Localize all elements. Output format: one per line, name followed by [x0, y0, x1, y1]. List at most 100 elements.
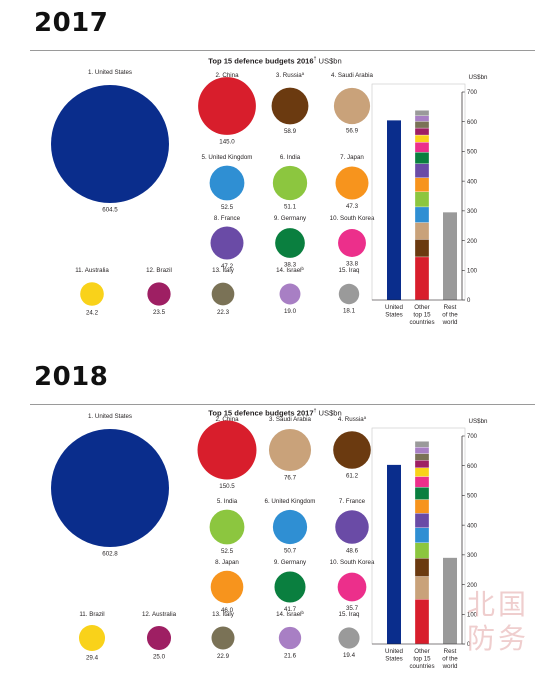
- country-label: 7. Japan: [340, 154, 364, 161]
- country-label-note: a: [302, 71, 305, 76]
- bar-segment-india: [414, 191, 430, 208]
- country-label: 15. Iraq: [339, 267, 361, 274]
- bar-y-tick-label: 700: [467, 90, 478, 96]
- bar-y-tick-label: 400: [467, 179, 478, 185]
- country-label: 6. India: [280, 154, 301, 161]
- country-label: 11. Australia: [75, 267, 109, 274]
- value-label: 602.8: [102, 551, 118, 558]
- country-label: 3. Saudi Arabia: [269, 416, 312, 423]
- value-label: 46.0: [221, 607, 234, 614]
- bar-category-label: United States: [385, 648, 403, 662]
- bar-category-label-line: top 15: [413, 311, 431, 318]
- country-bubble: [272, 509, 308, 545]
- bar-united-states: [387, 464, 401, 644]
- watermark-logo: 北国 防务: [466, 588, 529, 655]
- bar-segment-brazil: [414, 467, 430, 477]
- value-label: 52.5: [221, 204, 234, 211]
- bar-category-label: Rest of the world: [442, 304, 459, 326]
- bar-y-tick-label: 200: [467, 583, 478, 589]
- bar-segment-japan: [414, 177, 430, 192]
- bar-segment-china: [414, 256, 430, 301]
- value-label: 50.7: [284, 548, 297, 555]
- country-label: 2. China: [215, 72, 239, 79]
- bar-y-tick-label: 600: [467, 464, 478, 470]
- country-bubble: [197, 420, 257, 480]
- bar-segment-russia: [414, 558, 430, 577]
- country-label: 12. Australia: [142, 611, 177, 618]
- country-label: 6. United Kingdom: [265, 498, 316, 505]
- value-label: 61.2: [346, 472, 359, 479]
- country-bubble: [146, 625, 172, 651]
- value-label: 56.9: [346, 128, 359, 135]
- bar-category-label-line: of the: [442, 655, 458, 662]
- value-label: 33.8: [346, 260, 359, 267]
- value-label: 76.7: [284, 475, 297, 482]
- value-label: 58.9: [284, 128, 297, 135]
- country-bubble: [279, 283, 301, 305]
- country-label: 13. Italy: [212, 267, 235, 274]
- value-label: 47.3: [346, 203, 359, 210]
- bar-segment-saudi-arabia: [414, 222, 430, 240]
- bar-category-label-line: United: [385, 304, 403, 311]
- year-heading-2017: 2017: [34, 8, 109, 38]
- bar-category-label: Other top 15 countries: [409, 304, 434, 326]
- bar-segment-israel: [414, 115, 430, 122]
- country-bubble: [333, 431, 371, 469]
- country-label: 15. Iraq: [339, 611, 361, 618]
- value-label: 51.1: [284, 204, 297, 211]
- country-bubble: [198, 77, 256, 135]
- value-label: 38.3: [284, 261, 297, 268]
- bar-y-tick-label: 300: [467, 553, 478, 559]
- country-label: 1. United States: [88, 413, 132, 420]
- value-label: 24.2: [86, 309, 99, 316]
- bar-y-tick-label: 500: [467, 494, 478, 500]
- bar-axis-label: US$bn: [469, 418, 488, 425]
- bar-category-label-line: top 15: [413, 655, 431, 662]
- bar-segment-india: [414, 542, 430, 559]
- chart-title-text: Top 15 defence budgets 2017: [208, 408, 314, 418]
- country-bubble: [211, 626, 235, 650]
- bar-category-label-line: countries: [409, 663, 434, 670]
- bar-category-label-line: Other: [414, 304, 429, 311]
- bar-y-tick-label: 100: [467, 268, 478, 274]
- bar-segment-france: [414, 513, 430, 528]
- bar-segment-united-kingdom: [414, 527, 430, 543]
- value-label: 22.3: [217, 309, 230, 316]
- chart-title-unit: US$bn: [318, 408, 342, 418]
- country-label: 7. France: [339, 498, 366, 505]
- country-label: 11. Brazil: [79, 611, 104, 618]
- country-bubble: [210, 226, 244, 260]
- country-bubble: [338, 283, 360, 305]
- country-label: 4. Russiaa: [338, 415, 367, 423]
- value-label: 25.0: [153, 654, 166, 661]
- country-label: 10. South Korea: [330, 215, 375, 222]
- country-label: 3. Russiaa: [276, 71, 305, 79]
- bar-axis-label: US$bn: [469, 74, 488, 81]
- value-label: 604.5: [102, 207, 118, 214]
- country-bubble: [335, 510, 369, 544]
- bar-y-tick-label: 400: [467, 523, 478, 529]
- country-bubble: [78, 624, 106, 652]
- country-bubble: [338, 627, 360, 649]
- bar-segment-united-kingdom: [414, 206, 430, 223]
- bar-segment-israel: [414, 446, 430, 454]
- defence-budget-chart-2017: 1. United States 604.5 2. China 145.0 3. Rus…: [51, 69, 488, 326]
- country-bubble: [268, 428, 312, 472]
- country-bubble: [272, 165, 308, 201]
- bar-category-label-line: world: [442, 319, 458, 326]
- bar-y-tick-label: 0: [467, 642, 471, 648]
- country-label-note: a: [364, 415, 367, 420]
- country-bubble: [51, 429, 169, 547]
- country-label: 1. United States: [88, 69, 132, 76]
- chart-title-2018: Top 15 defence budgets 2017† US$bn: [0, 408, 550, 418]
- country-label: 14. Israelb: [276, 610, 304, 618]
- country-label: 12. Brazil: [146, 267, 172, 274]
- bar-segment-russia: [414, 239, 430, 258]
- value-label: 23.5: [153, 309, 166, 316]
- value-label: 19.0: [284, 308, 297, 315]
- bar-category-label-line: Rest: [444, 304, 457, 311]
- bar-category-label: United States: [385, 304, 403, 318]
- country-bubble: [278, 626, 302, 650]
- bar-y-tick-label: 200: [467, 239, 478, 245]
- value-label: 18.1: [343, 308, 356, 315]
